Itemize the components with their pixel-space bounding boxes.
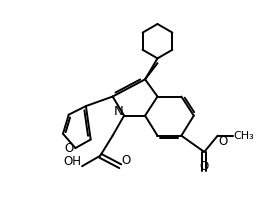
Text: O: O <box>219 135 228 148</box>
Text: O: O <box>121 154 131 167</box>
Text: N: N <box>113 105 123 118</box>
Text: O: O <box>64 142 73 155</box>
Text: OH: OH <box>63 155 81 168</box>
Text: CH₃: CH₃ <box>234 131 255 141</box>
Text: O: O <box>200 160 209 173</box>
